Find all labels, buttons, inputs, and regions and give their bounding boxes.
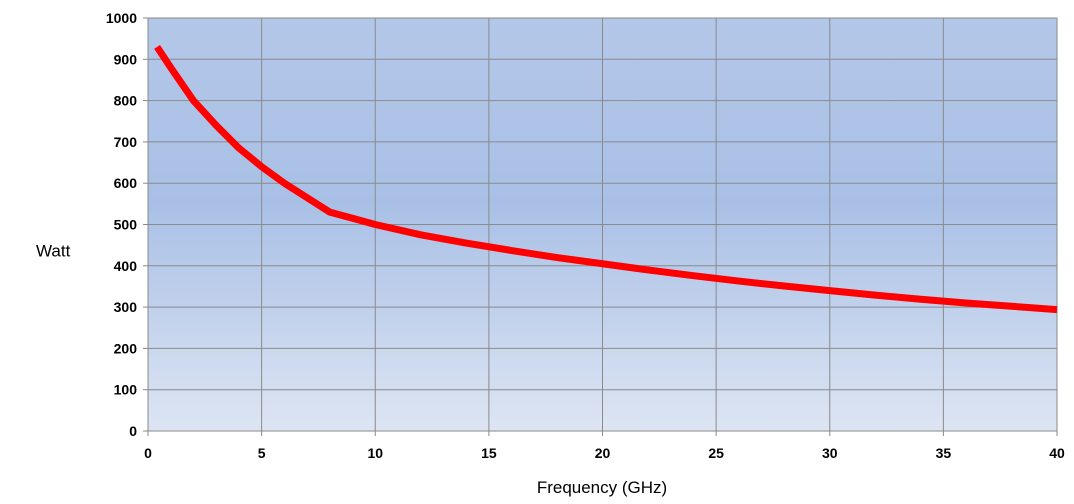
x-tick-label: 20 (595, 445, 611, 461)
x-tick-label: 35 (936, 445, 952, 461)
y-tick-label: 800 (114, 93, 138, 109)
y-tick-label: 100 (114, 382, 138, 398)
y-tick-label: 600 (114, 175, 138, 191)
y-tick-label: 400 (114, 258, 138, 274)
x-tick-label: 15 (481, 445, 497, 461)
y-tick-label: 700 (114, 134, 138, 150)
x-tick-label: 5 (258, 445, 266, 461)
x-axis-label: Frequency (GHz) (537, 478, 667, 497)
y-axis-label: Watt (36, 241, 71, 260)
x-tick-label: 25 (708, 445, 724, 461)
y-axis-ticks: 0 100 200 300 400 500 600 700 800 900 1000 (106, 10, 148, 439)
y-tick-label: 300 (114, 299, 138, 315)
x-axis-ticks: 0 5 10 15 20 25 30 35 40 (144, 445, 1065, 461)
series-line-0 (154, 44, 1058, 314)
y-tick-label: 200 (114, 340, 138, 356)
x-tick-label: 10 (367, 445, 383, 461)
y-tick-label: 0 (129, 423, 137, 439)
x-tick-label: 0 (144, 445, 152, 461)
x-tick-label: 30 (822, 445, 838, 461)
x-tick-label: 40 (1049, 445, 1065, 461)
y-tick-label: 1000 (106, 10, 137, 26)
y-tick-label: 500 (114, 217, 138, 233)
y-tick-label: 900 (114, 51, 138, 67)
series-group (154, 44, 1058, 314)
